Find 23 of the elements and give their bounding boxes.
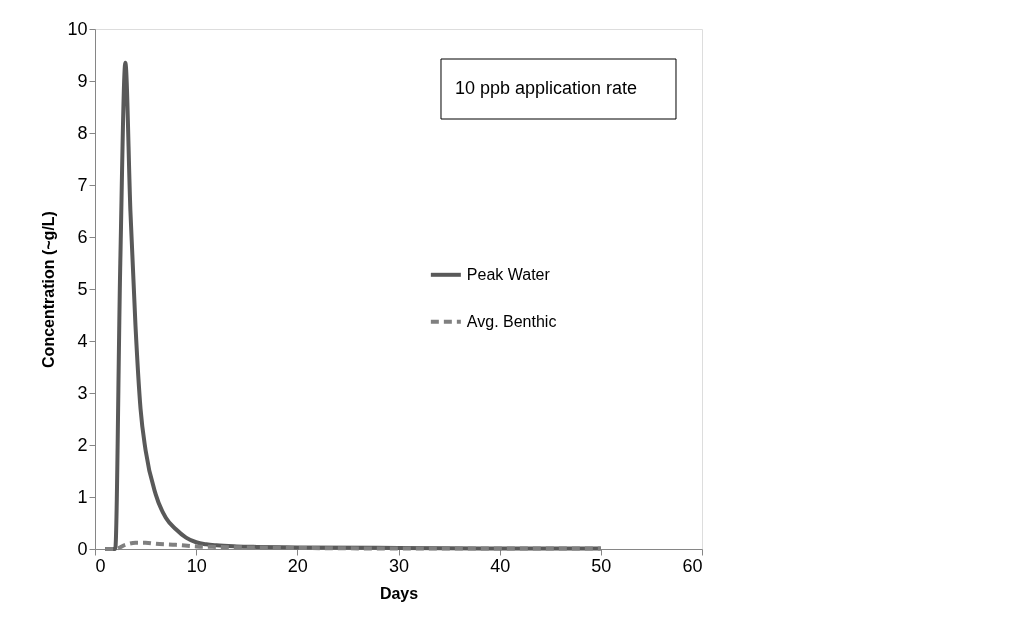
y-tick-label: 1	[77, 486, 88, 507]
y-tick-label: 5	[77, 278, 88, 299]
y-tick-label: 6	[77, 226, 88, 247]
x-tick-label: 60	[682, 555, 703, 576]
y-tick-label: 4	[77, 330, 88, 351]
x-axis-title: Days	[379, 584, 419, 602]
y-tick-label: 7	[77, 174, 88, 195]
x-tick-label: 40	[490, 555, 511, 576]
x-tick-label: 30	[388, 555, 410, 576]
x-tick-label: 50	[591, 555, 612, 576]
y-tick-label: 9	[77, 70, 88, 91]
y-axis-title: Concentration (~g/L)	[40, 211, 58, 368]
y-tick-label: 8	[77, 122, 88, 143]
y-tick-label: 2	[77, 434, 88, 455]
x-tick-label: 10	[186, 555, 207, 576]
y-tick-label: 0	[77, 538, 88, 559]
x-tick-label: 0	[95, 555, 106, 576]
x-tick-label: 20	[287, 555, 308, 576]
legend-label: Peak Water	[466, 265, 551, 283]
annotation: 10 ppb application rate	[454, 78, 638, 98]
y-tick-label: 10	[67, 18, 88, 39]
y-tick-label: 3	[77, 382, 88, 403]
legend-label: Avg. Benthic	[466, 312, 557, 330]
